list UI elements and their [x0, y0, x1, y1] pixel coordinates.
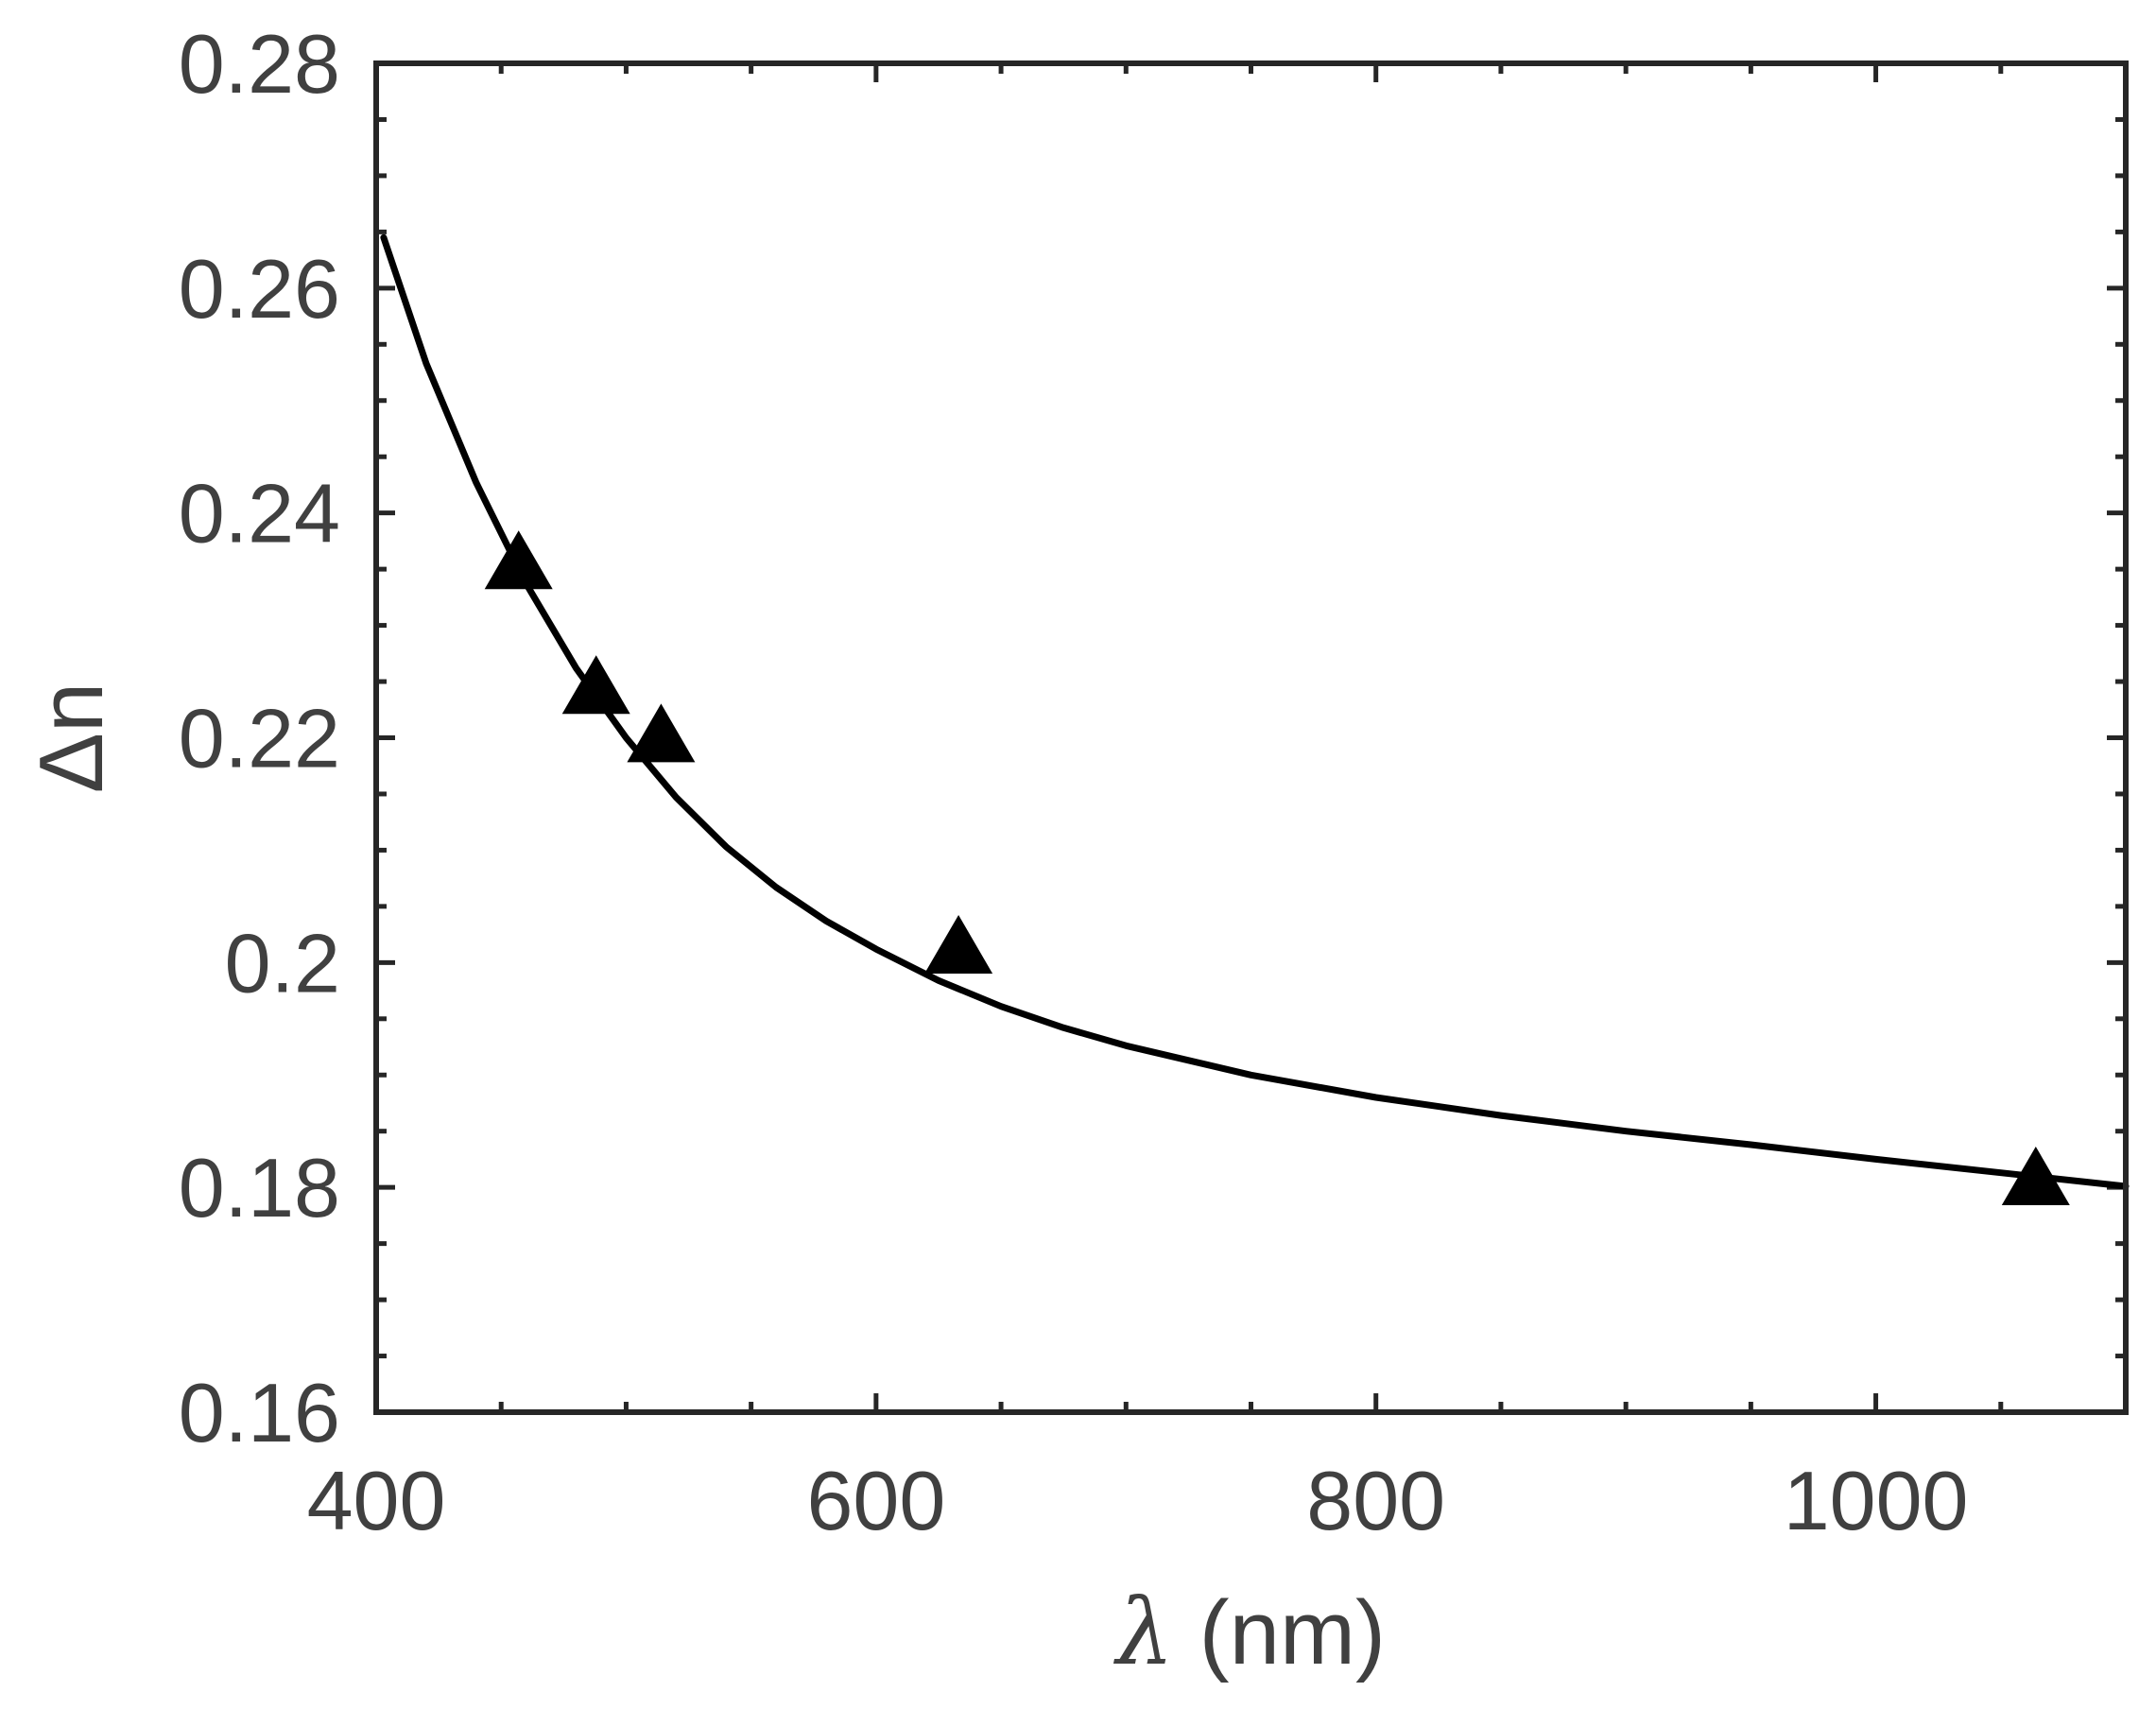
y-tick-label: 0.18 [179, 1141, 340, 1234]
x-tick-label: 600 [806, 1454, 945, 1547]
x-axis-title: λ (nm) [1112, 1580, 1386, 1685]
data-point-triangle [484, 530, 553, 590]
plot-area [380, 233, 2130, 1205]
x-tick-label: 1000 [1784, 1454, 1969, 1547]
axis-tick-labels: 400 600 800 1000 0.16 0.18 0.2 0.22 0.24 0.26 0.28 [179, 17, 1969, 1547]
y-axis-title: Δn [21, 682, 122, 794]
x-axis-symbol: λ [1112, 1580, 1174, 1685]
y-tick-label: 0.24 [179, 467, 340, 561]
y-tick-label: 0.2 [225, 916, 340, 1010]
y-tick-label: 0.22 [179, 692, 340, 785]
plot-frame [373, 60, 2129, 1415]
x-tick-label: 400 [307, 1454, 446, 1547]
y-tick-label: 0.28 [179, 17, 340, 111]
data-point-triangle [924, 915, 993, 974]
x-axis-unit: (nm) [1174, 1582, 1386, 1683]
data-point-triangle [561, 655, 630, 715]
fit-curve [380, 233, 2130, 1190]
data-point-triangle [2001, 1147, 2070, 1205]
y-tick-label: 0.26 [179, 242, 340, 336]
x-tick-label: 800 [1306, 1454, 1445, 1547]
data-point-triangle [627, 703, 696, 763]
y-tick-label: 0.16 [179, 1366, 340, 1459]
